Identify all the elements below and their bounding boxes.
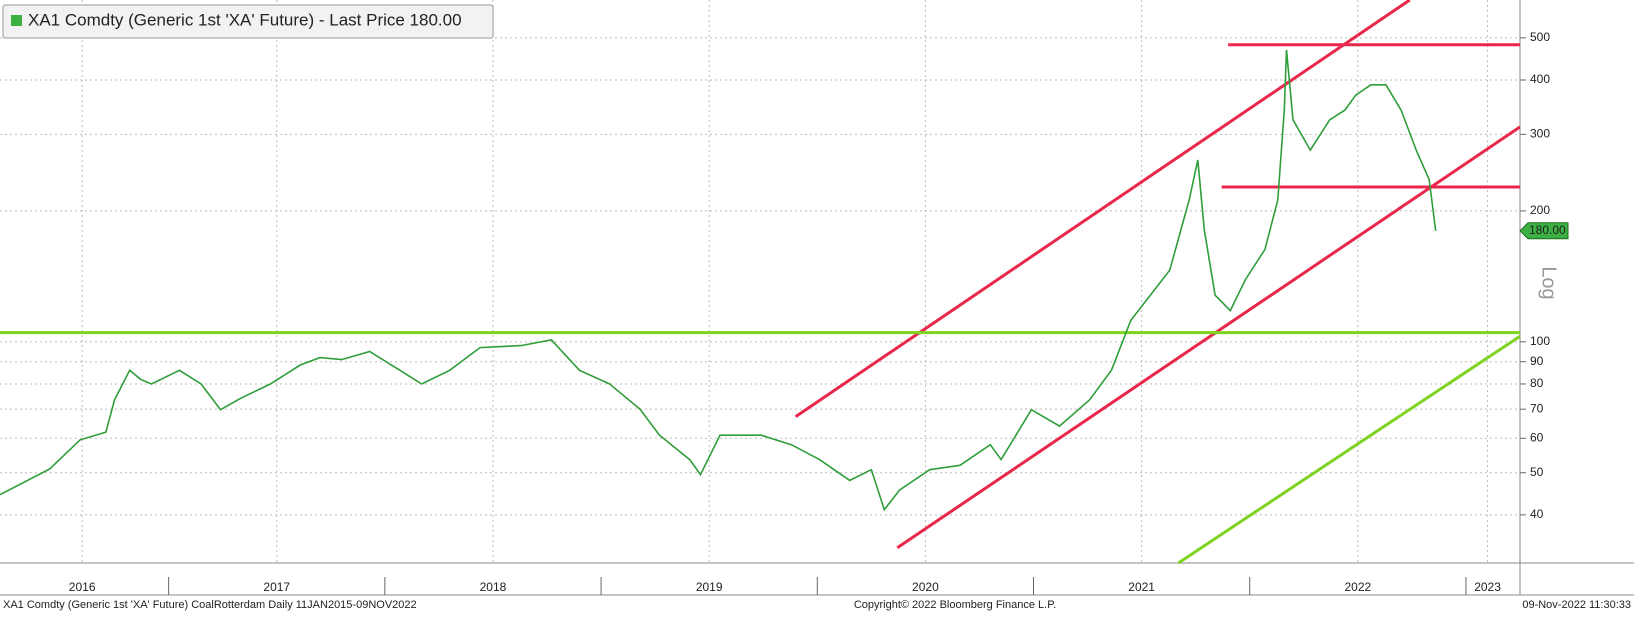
axes: 40 50 60 70 80 90 100 200 300 400 500 2016 2017 2018 2… xyxy=(69,30,1569,595)
legend-swatch xyxy=(11,15,22,26)
trend-line xyxy=(794,0,1411,418)
legend: XA1 Comdty (Generic 1st 'XA' Future) - L… xyxy=(2,4,494,39)
y-tick-label: 200 xyxy=(1530,203,1550,217)
last-price-label: 180.00 xyxy=(1529,223,1566,237)
plot-area xyxy=(0,0,1521,565)
y-tick-label: 400 xyxy=(1530,72,1550,86)
y-tick-label: 100 xyxy=(1530,334,1550,348)
y-tick-label: 80 xyxy=(1530,376,1544,390)
footer-center: Copyright© 2022 Bloomberg Finance L.P. xyxy=(854,599,1056,611)
y-axis-label: Log xyxy=(1538,266,1560,299)
y-tick-label: 40 xyxy=(1530,507,1544,521)
footer-left: XA1 Comdty (Generic 1st 'XA' Future) Coa… xyxy=(3,599,417,611)
legend-box xyxy=(2,4,494,39)
y-tick-label: 300 xyxy=(1530,127,1550,141)
x-tick-label: 2022 xyxy=(1344,580,1371,594)
x-tick-label: 2019 xyxy=(696,580,723,594)
grid xyxy=(0,0,1520,563)
price-line xyxy=(0,49,1437,512)
x-tick-label: 2016 xyxy=(69,580,96,594)
x-tick-label: 2017 xyxy=(263,580,290,594)
y-tick-label: 50 xyxy=(1530,465,1544,479)
last-price-tag xyxy=(1519,222,1569,240)
trend-line xyxy=(1177,334,1521,565)
footer-right: 09-Nov-2022 11:30:33 xyxy=(1522,599,1631,611)
x-tick-label: 2020 xyxy=(912,580,939,594)
y-tick-label: 500 xyxy=(1530,30,1550,44)
trend-line xyxy=(896,125,1521,550)
x-tick-label: 2021 xyxy=(1128,580,1155,594)
y-tick-label: 70 xyxy=(1530,401,1544,415)
y-tick-label: 60 xyxy=(1530,430,1544,444)
x-tick-label: 2018 xyxy=(480,580,507,594)
x-tick-label: 2023 xyxy=(1474,580,1501,594)
y-tick-label: 90 xyxy=(1530,354,1544,368)
legend-text: XA1 Comdty (Generic 1st 'XA' Future) - L… xyxy=(28,10,462,29)
